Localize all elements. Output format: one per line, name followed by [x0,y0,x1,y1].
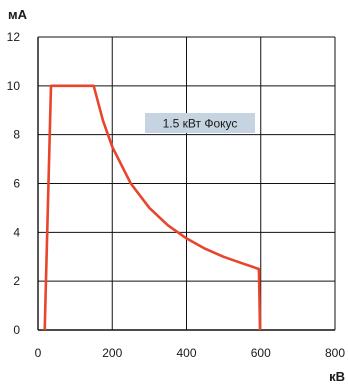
y-tick-label: 0 [13,323,20,337]
series-line [43,84,262,331]
y-tick-label: 10 [7,79,21,93]
x-tick-label: 200 [102,346,122,360]
x-tick-label: 400 [176,346,196,360]
y-tick-label: 4 [13,225,20,239]
x-tick-label: 800 [325,346,345,360]
annotation-box: 1.5 кВт Фокус [145,113,255,133]
annotation-label: 1.5 кВт Фокус [163,117,238,131]
grid [37,36,336,331]
y-tick-label: 8 [13,128,20,142]
x-tick-labels: 0 200 400 600 800 [35,346,346,360]
x-tick-label: 600 [251,346,271,360]
y-tick-label: 12 [7,30,21,44]
y-tick-labels: 0 2 4 6 8 10 12 [7,30,21,337]
y-tick-label: 6 [13,177,20,191]
annotation-background [145,113,255,133]
y-axis-title: мА [8,7,28,22]
series-layer [43,84,262,331]
y-tick-label: 2 [13,274,20,288]
x-axis-title: кВ [329,369,345,384]
x-tick-label: 0 [35,346,42,360]
